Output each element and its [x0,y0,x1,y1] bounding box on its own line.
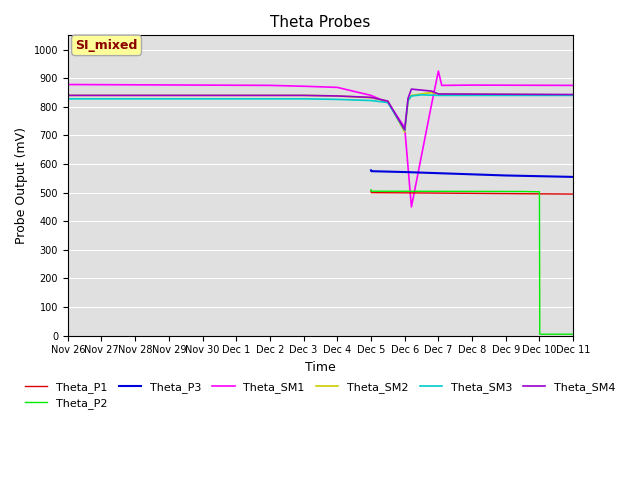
Theta_SM3 [367,97,375,103]
Theta_SM2 [300,93,307,98]
Theta_SM4 [64,93,72,98]
Theta_SM4 [300,93,307,98]
Theta_SM1 [570,83,577,88]
Theta_SM1 [408,204,415,210]
Theta_SM4 [401,127,408,132]
Theta_P2 [519,189,527,194]
Theta_SM2 [384,98,392,104]
Theta_SM3 [418,92,426,98]
Theta_SM2 [570,92,577,98]
Line: Theta_SM3: Theta_SM3 [68,95,573,130]
Theta_SM3 [570,93,577,98]
Theta_SM1 [384,100,392,106]
Text: SI_mixed: SI_mixed [76,39,138,52]
Theta_P1 [570,191,577,197]
Theta_P2 [536,189,543,195]
Line: Theta_P1: Theta_P1 [371,191,573,194]
Theta_SM4 [384,98,392,104]
Theta_SM2 [64,93,72,98]
Theta_SM3 [64,96,72,102]
Theta_P2 [367,188,375,194]
Theta_SM2 [367,95,375,101]
Theta_SM4 [428,88,435,94]
Theta_SM2 [404,98,412,104]
Theta_SM4 [435,91,442,97]
Theta_P1 [367,188,375,194]
Theta_SM1 [300,84,307,89]
Theta_SM3 [408,93,415,99]
Theta_P3 [367,168,375,174]
Theta_SM1 [64,82,72,87]
Y-axis label: Probe Output (mV): Probe Output (mV) [15,127,28,244]
Theta_SM3 [333,96,341,102]
Theta_P2 [570,331,577,337]
Theta_SM2 [435,91,442,97]
Theta_P3 [570,174,577,180]
Theta_P1 [367,190,375,195]
Line: Theta_SM4: Theta_SM4 [68,89,573,130]
Theta_P3 [401,169,408,175]
Theta_P3 [502,173,509,179]
Theta_SM4 [404,96,412,101]
Theta_P3 [435,170,442,176]
Theta_SM1 [266,83,274,88]
Theta_P3 [367,168,375,173]
Theta_SM1 [428,101,435,107]
Theta_SM2 [333,93,341,99]
Theta_SM3 [435,93,442,98]
Theta_SM1 [333,84,341,90]
Line: Theta_SM1: Theta_SM1 [68,71,573,207]
Theta_SM1 [468,82,476,88]
Theta_SM4 [367,95,375,100]
Theta_SM3 [300,96,307,102]
Line: Theta_SM2: Theta_SM2 [68,93,573,132]
Theta_SM2 [428,90,435,96]
Line: Theta_P2: Theta_P2 [371,190,573,334]
Theta_SM1 [401,124,408,130]
Theta_SM4 [408,86,415,92]
Theta_SM3 [404,97,412,103]
Theta_SM2 [401,129,408,135]
Theta_SM1 [367,93,375,98]
Theta_SM4 [570,92,577,97]
Title: Theta Probes: Theta Probes [270,15,371,30]
Theta_SM4 [333,93,341,99]
Theta_P2 [367,187,375,192]
Legend: Theta_P1, Theta_P2, Theta_P3, Theta_SM1, Theta_SM2, Theta_SM3, Theta_SM4: Theta_P1, Theta_P2, Theta_P3, Theta_SM1,… [20,377,620,413]
Theta_SM1 [435,68,442,74]
Theta_P2 [536,331,543,337]
Line: Theta_P3: Theta_P3 [371,170,573,177]
Theta_SM3 [401,127,408,133]
X-axis label: Time: Time [305,361,336,374]
Theta_SM3 [384,100,392,106]
Theta_SM1 [438,83,445,88]
Theta_SM2 [408,93,415,98]
